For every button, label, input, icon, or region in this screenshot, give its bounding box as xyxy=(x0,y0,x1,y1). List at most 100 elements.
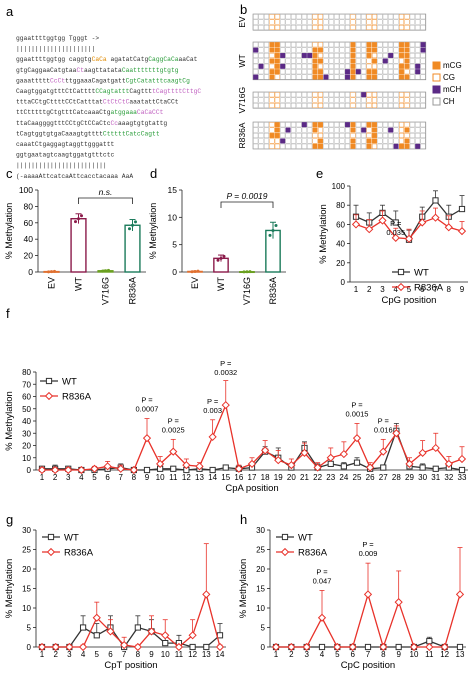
data-point xyxy=(47,270,50,274)
heatmap-cell xyxy=(323,74,329,80)
marker-diamond xyxy=(77,465,86,475)
heatmap-cell xyxy=(323,19,329,25)
marker-square xyxy=(170,465,177,472)
heatmap-cell xyxy=(318,63,324,69)
x-tick-label: 31 xyxy=(431,473,440,482)
marker-diamond xyxy=(333,642,342,652)
marker-diamond xyxy=(457,454,467,464)
heatmap-cell xyxy=(291,25,297,31)
data-point xyxy=(242,270,246,274)
heatmap-cell xyxy=(361,102,367,108)
heatmap-cell xyxy=(388,58,394,64)
heatmap-cell xyxy=(285,19,291,25)
y-tick-label: 40 xyxy=(22,417,31,426)
heatmap-cell xyxy=(291,143,297,149)
heatmap-cell xyxy=(269,97,275,103)
marker-diamond xyxy=(188,631,197,640)
heatmap-cell xyxy=(274,42,280,48)
x-tick-label: 9 xyxy=(149,650,154,659)
heatmap-cell xyxy=(404,42,410,48)
x-tick-label: 10 xyxy=(161,650,170,659)
heatmap-cell xyxy=(393,74,399,80)
heatmap-cell xyxy=(323,127,329,133)
x-tick-label: 9 xyxy=(396,650,401,659)
data-point xyxy=(131,223,134,227)
heatmap-cell xyxy=(372,47,378,53)
heatmap-cell xyxy=(366,63,372,69)
x-tick-label: 19 xyxy=(274,473,283,482)
marker-diamond xyxy=(92,613,101,622)
heatmap-cell xyxy=(258,74,264,80)
marker-square xyxy=(353,459,361,466)
heatmap-cell xyxy=(420,143,426,149)
heatmap-cell xyxy=(307,53,313,59)
marker-diamond xyxy=(302,642,311,652)
heatmap-cell xyxy=(264,19,270,25)
sequence-segment: ggaattttggtgg Tgggt -> xyxy=(16,35,99,42)
p-value-annotation: P = xyxy=(351,400,363,409)
heatmap-cell xyxy=(323,92,329,98)
y-tick-label: 20 xyxy=(336,259,345,268)
data-point xyxy=(274,224,278,228)
heatmap-cell xyxy=(409,127,415,133)
marker-diamond xyxy=(106,627,115,636)
heatmap-cell xyxy=(399,63,405,69)
heatmap-cell xyxy=(334,122,340,128)
heatmap-cell xyxy=(361,25,367,31)
heatmap-cell xyxy=(318,127,324,133)
heatmap-cell xyxy=(377,25,383,31)
sequence-segment: CcCt xyxy=(50,77,65,84)
heatmap-cell xyxy=(361,69,367,75)
heatmap-cell xyxy=(355,97,361,103)
heatmap-cell xyxy=(366,74,372,80)
heatmap-cell xyxy=(274,122,280,128)
heatmap-cell xyxy=(274,92,280,98)
sequence-line: tttaCCtgCttttCCtCatttatCtCtCtCaaatattCta… xyxy=(16,99,179,106)
heatmap-cell xyxy=(339,92,345,98)
heatmap-cell xyxy=(312,143,318,149)
marker-diamond xyxy=(394,598,403,607)
data-point xyxy=(128,227,131,231)
x-tick-label: 7 xyxy=(122,650,127,659)
heatmap-cell xyxy=(328,127,334,133)
heatmap-cell xyxy=(399,74,405,80)
x-tick-label: 13 xyxy=(456,650,465,659)
heatmap-cell xyxy=(420,122,426,128)
heatmap-cell xyxy=(258,42,264,48)
y-tick-label: 20 xyxy=(24,251,34,261)
x-tick-label: 17 xyxy=(248,473,257,482)
heatmap-cell xyxy=(361,92,367,98)
heatmap-cell xyxy=(312,42,318,48)
heatmap-cell xyxy=(328,92,334,98)
heatmap-cell xyxy=(318,25,324,31)
heatmap-cell xyxy=(274,138,280,144)
heatmap-cell xyxy=(334,47,340,53)
heatmap-cell xyxy=(274,143,280,149)
heatmap-cell xyxy=(377,74,383,80)
heatmap-cell xyxy=(420,69,426,75)
sequence-segment: atggaaa xyxy=(110,109,137,116)
heatmap-cell xyxy=(258,19,264,25)
heatmap-cell xyxy=(355,69,361,75)
heatmap-cell xyxy=(382,25,388,31)
marker-square xyxy=(458,205,466,213)
heatmap-cell xyxy=(334,143,340,149)
heatmap-cell xyxy=(296,102,302,108)
heatmap-cell xyxy=(350,63,356,69)
heatmap-cell xyxy=(280,19,286,25)
x-tick-label: 8 xyxy=(381,650,386,659)
heatmap-cell xyxy=(382,92,388,98)
sequence-segment: (-aaaaAttcatcaAttcacctacaaa AaA xyxy=(16,173,133,180)
x-tick-label: 6 xyxy=(105,473,110,482)
sequence-line: ||||||||||||||||||||| xyxy=(16,46,95,53)
x-tick-label: 14 xyxy=(216,650,225,659)
marker-square xyxy=(432,465,439,472)
heatmap-cell xyxy=(366,47,372,53)
heatmap-cell xyxy=(307,102,313,108)
heatmap-cell xyxy=(361,58,367,64)
heatmap-cell xyxy=(274,74,280,80)
heatmap-cell xyxy=(399,69,405,75)
heatmap-cell xyxy=(350,138,356,144)
heatmap-cell xyxy=(388,92,394,98)
heatmap-cell xyxy=(372,102,378,108)
